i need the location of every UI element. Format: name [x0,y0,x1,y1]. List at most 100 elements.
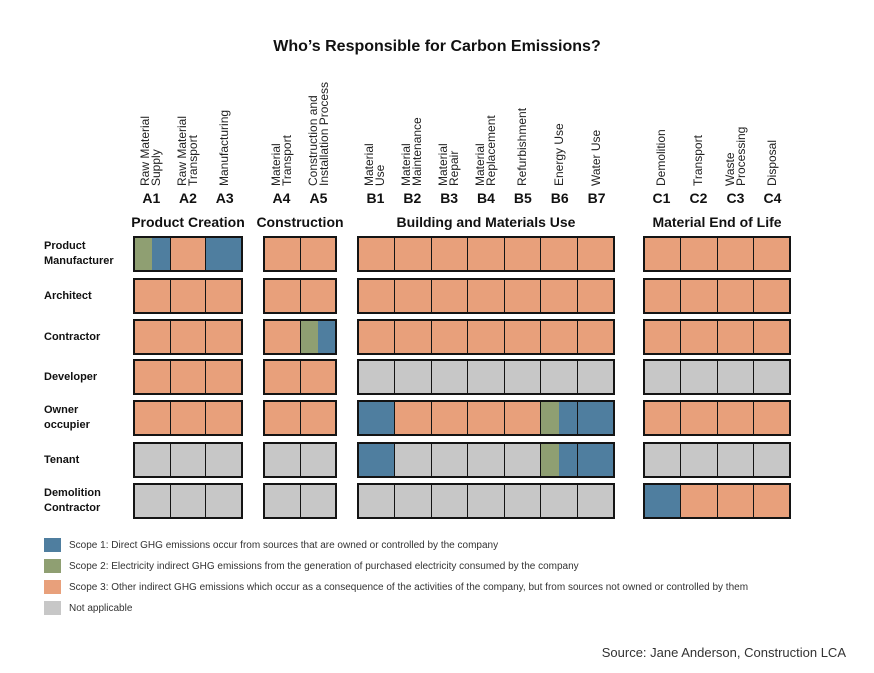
row-block [263,236,337,272]
stage-code-b6: B6 [550,190,569,206]
matrix-cell-a2 [170,280,207,312]
matrix-cell-b5 [504,402,542,434]
matrix-cell-b2 [395,402,432,434]
matrix-cell-b5 [504,238,542,270]
matrix-cell-b6 [541,361,578,393]
scope-segment [577,321,613,353]
matrix-cell-c2 [681,485,718,517]
matrix-cell-b7 [577,280,613,312]
row-block [643,236,791,272]
matrix-cell-a1 [135,444,171,476]
matrix-cell-a3 [206,485,242,517]
matrix-cell-b3 [431,402,469,434]
stage-code-a4: A4 [272,190,291,206]
matrix-cell-a5 [300,402,335,434]
scope-segment [504,444,541,476]
scope-segment [717,361,753,393]
matrix-cell-a1 [135,238,171,270]
stage-name-line: Transport [691,135,705,186]
scope-segment [541,444,559,476]
matrix-cell-b2 [395,238,432,270]
matrix-cell-c4 [753,361,789,393]
chart-title: Who’s Responsible for Carbon Emissions? [273,38,601,55]
scope-segment [135,444,170,476]
scope-segment [645,280,681,312]
matrix-cell-c2 [681,238,718,270]
row-block [357,319,615,355]
stage-name-line: Disposal [765,139,779,186]
role-label: Developer [44,370,134,385]
matrix-cell-c3 [717,444,754,476]
stage-code-c1: C1 [652,190,671,206]
scope-segment [681,402,717,434]
matrix-cell-b6 [541,321,578,353]
scope-segment [681,238,717,270]
matrix-cell-b4 [468,280,505,312]
matrix-cell-a2 [170,402,207,434]
scope-segment [681,444,717,476]
matrix-cell-a2 [170,238,207,270]
stage-name-a1: Raw Material Supply [138,116,163,186]
group-label: Material End of Life [652,214,782,230]
row-block [263,359,337,395]
group-label: Building and Materials Use [396,214,576,230]
scope-segment [395,321,431,353]
scope-segment [681,485,717,517]
stage-name-line: Use [373,164,388,186]
scope-segment [468,444,504,476]
matrix-cell-b1 [359,321,396,353]
stage-code-a3: A3 [215,190,234,206]
scope-segment [265,361,300,393]
row-block [357,359,615,395]
scope-segment [577,485,613,517]
scope-segment [135,361,170,393]
matrix-cell-a2 [170,444,207,476]
matrix-cell-a4 [265,321,301,353]
scope-segment [152,238,170,270]
matrix-cell-b3 [431,238,469,270]
scope-segment [541,402,559,434]
row-block [133,359,243,395]
matrix-cell-c3 [717,485,754,517]
role-label-line: Architect [44,289,92,302]
matrix-cell-c1 [645,444,682,476]
group-label: Construction [256,214,344,230]
stage-name-line: Repair [447,150,462,186]
scope-segment [300,321,318,353]
matrix-cell-b1 [359,444,396,476]
matrix-cell-b3 [431,361,469,393]
row-block [357,400,615,436]
scope-segment [645,321,681,353]
scope-segment [753,361,789,393]
scope-segment [395,485,431,517]
scope-segment [300,361,335,393]
scope-segment [504,485,541,517]
stage-name-a3: Manufacturing [217,110,231,186]
scope-segment [170,402,206,434]
legend-swatch [44,601,61,615]
stage-name-c1: Demolition [654,129,668,186]
role-label: Demolition Contractor [44,486,134,516]
scope-segment [265,238,300,270]
scope-segment [300,280,335,312]
matrix-cell-a1 [135,280,171,312]
role-label: Architect [44,289,134,304]
scope-segment [504,321,541,353]
scope-segment [206,280,242,312]
row-block [357,236,615,272]
matrix-cell-b5 [504,321,542,353]
stage-name-c4: Disposal [765,139,779,186]
matrix-cell-b6 [541,402,578,434]
matrix-cell-a5 [300,238,335,270]
matrix-cell-a3 [206,321,242,353]
matrix-cell-a3 [206,280,242,312]
scope-segment [359,402,395,434]
matrix-cell-b2 [395,444,432,476]
role-label: Contractor [44,330,134,345]
stage-code-c3: C3 [726,190,745,206]
scope-segment [265,280,300,312]
matrix-cell-b5 [504,361,542,393]
stage-code-b2: B2 [403,190,422,206]
scope-segment [645,444,681,476]
role-label-line: Owner [44,404,79,416]
